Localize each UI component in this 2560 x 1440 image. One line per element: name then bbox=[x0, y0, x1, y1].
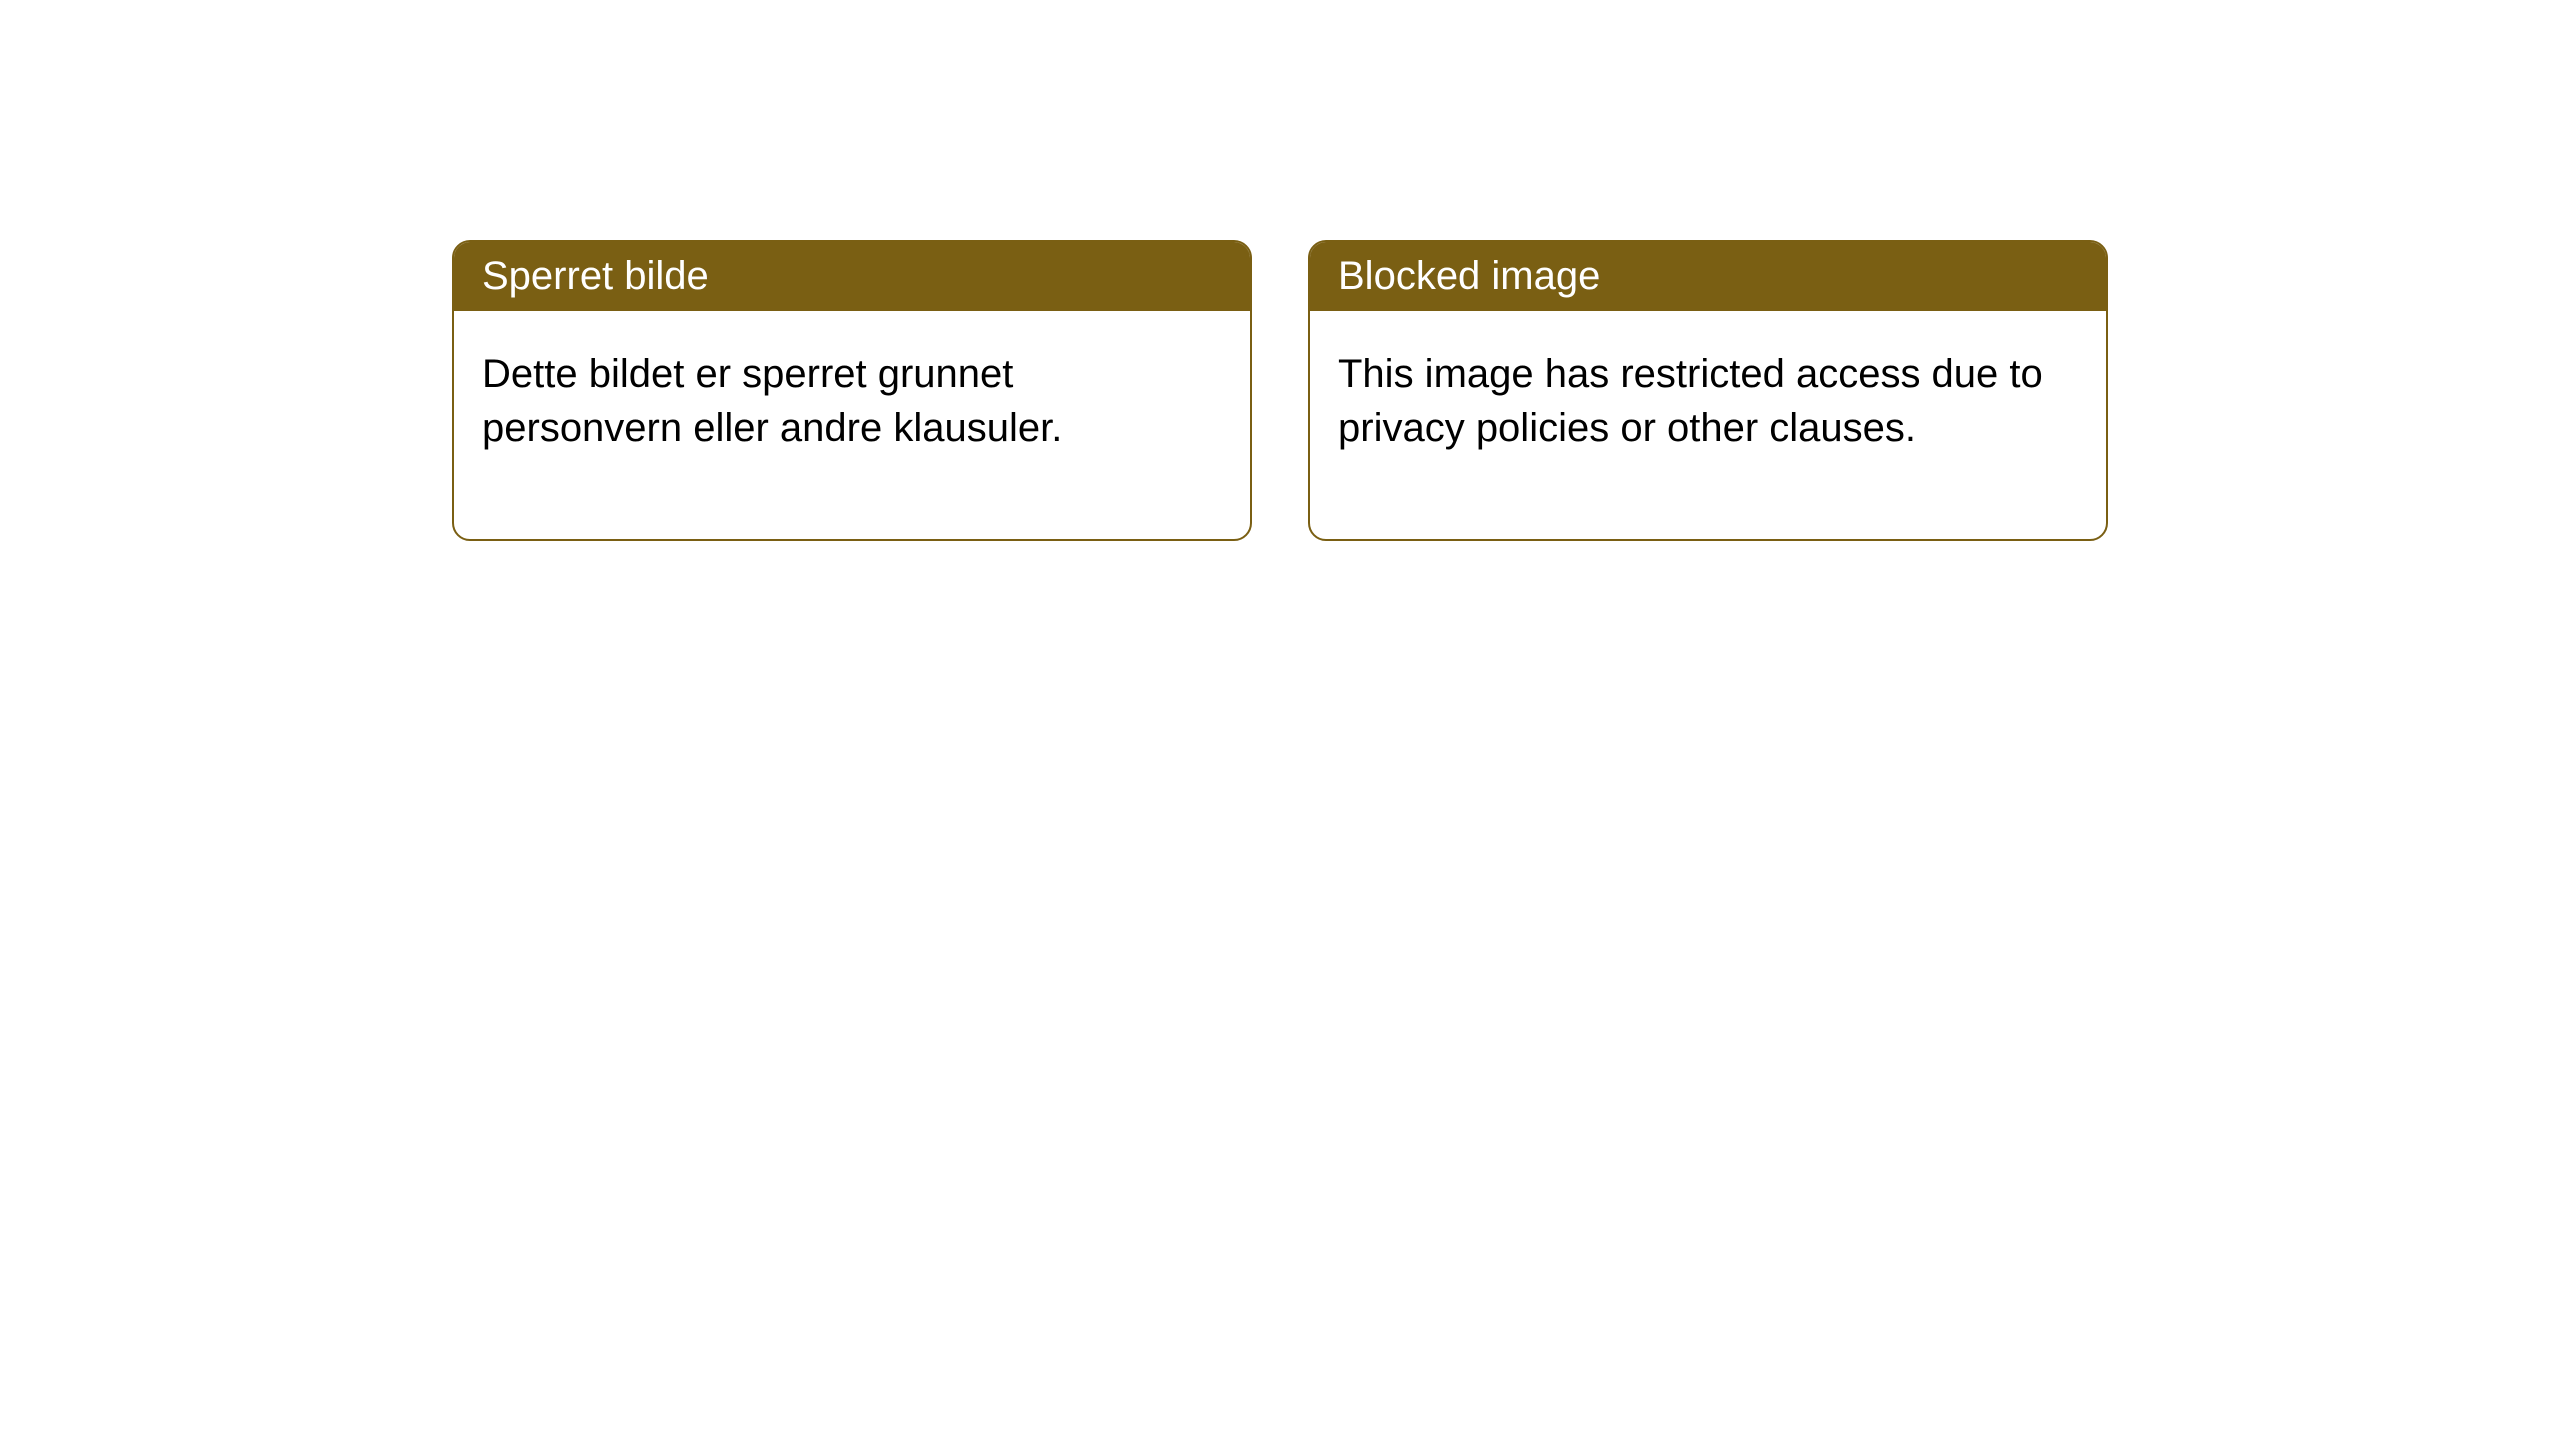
card-norwegian: Sperret bilde Dette bildet er sperret gr… bbox=[452, 240, 1252, 541]
card-body-english: This image has restricted access due to … bbox=[1310, 311, 2106, 539]
card-header-english: Blocked image bbox=[1310, 242, 2106, 311]
card-header-norwegian: Sperret bilde bbox=[454, 242, 1250, 311]
blocked-image-notices: Sperret bilde Dette bildet er sperret gr… bbox=[452, 240, 2108, 541]
card-english: Blocked image This image has restricted … bbox=[1308, 240, 2108, 541]
card-body-norwegian: Dette bildet er sperret grunnet personve… bbox=[454, 311, 1250, 539]
